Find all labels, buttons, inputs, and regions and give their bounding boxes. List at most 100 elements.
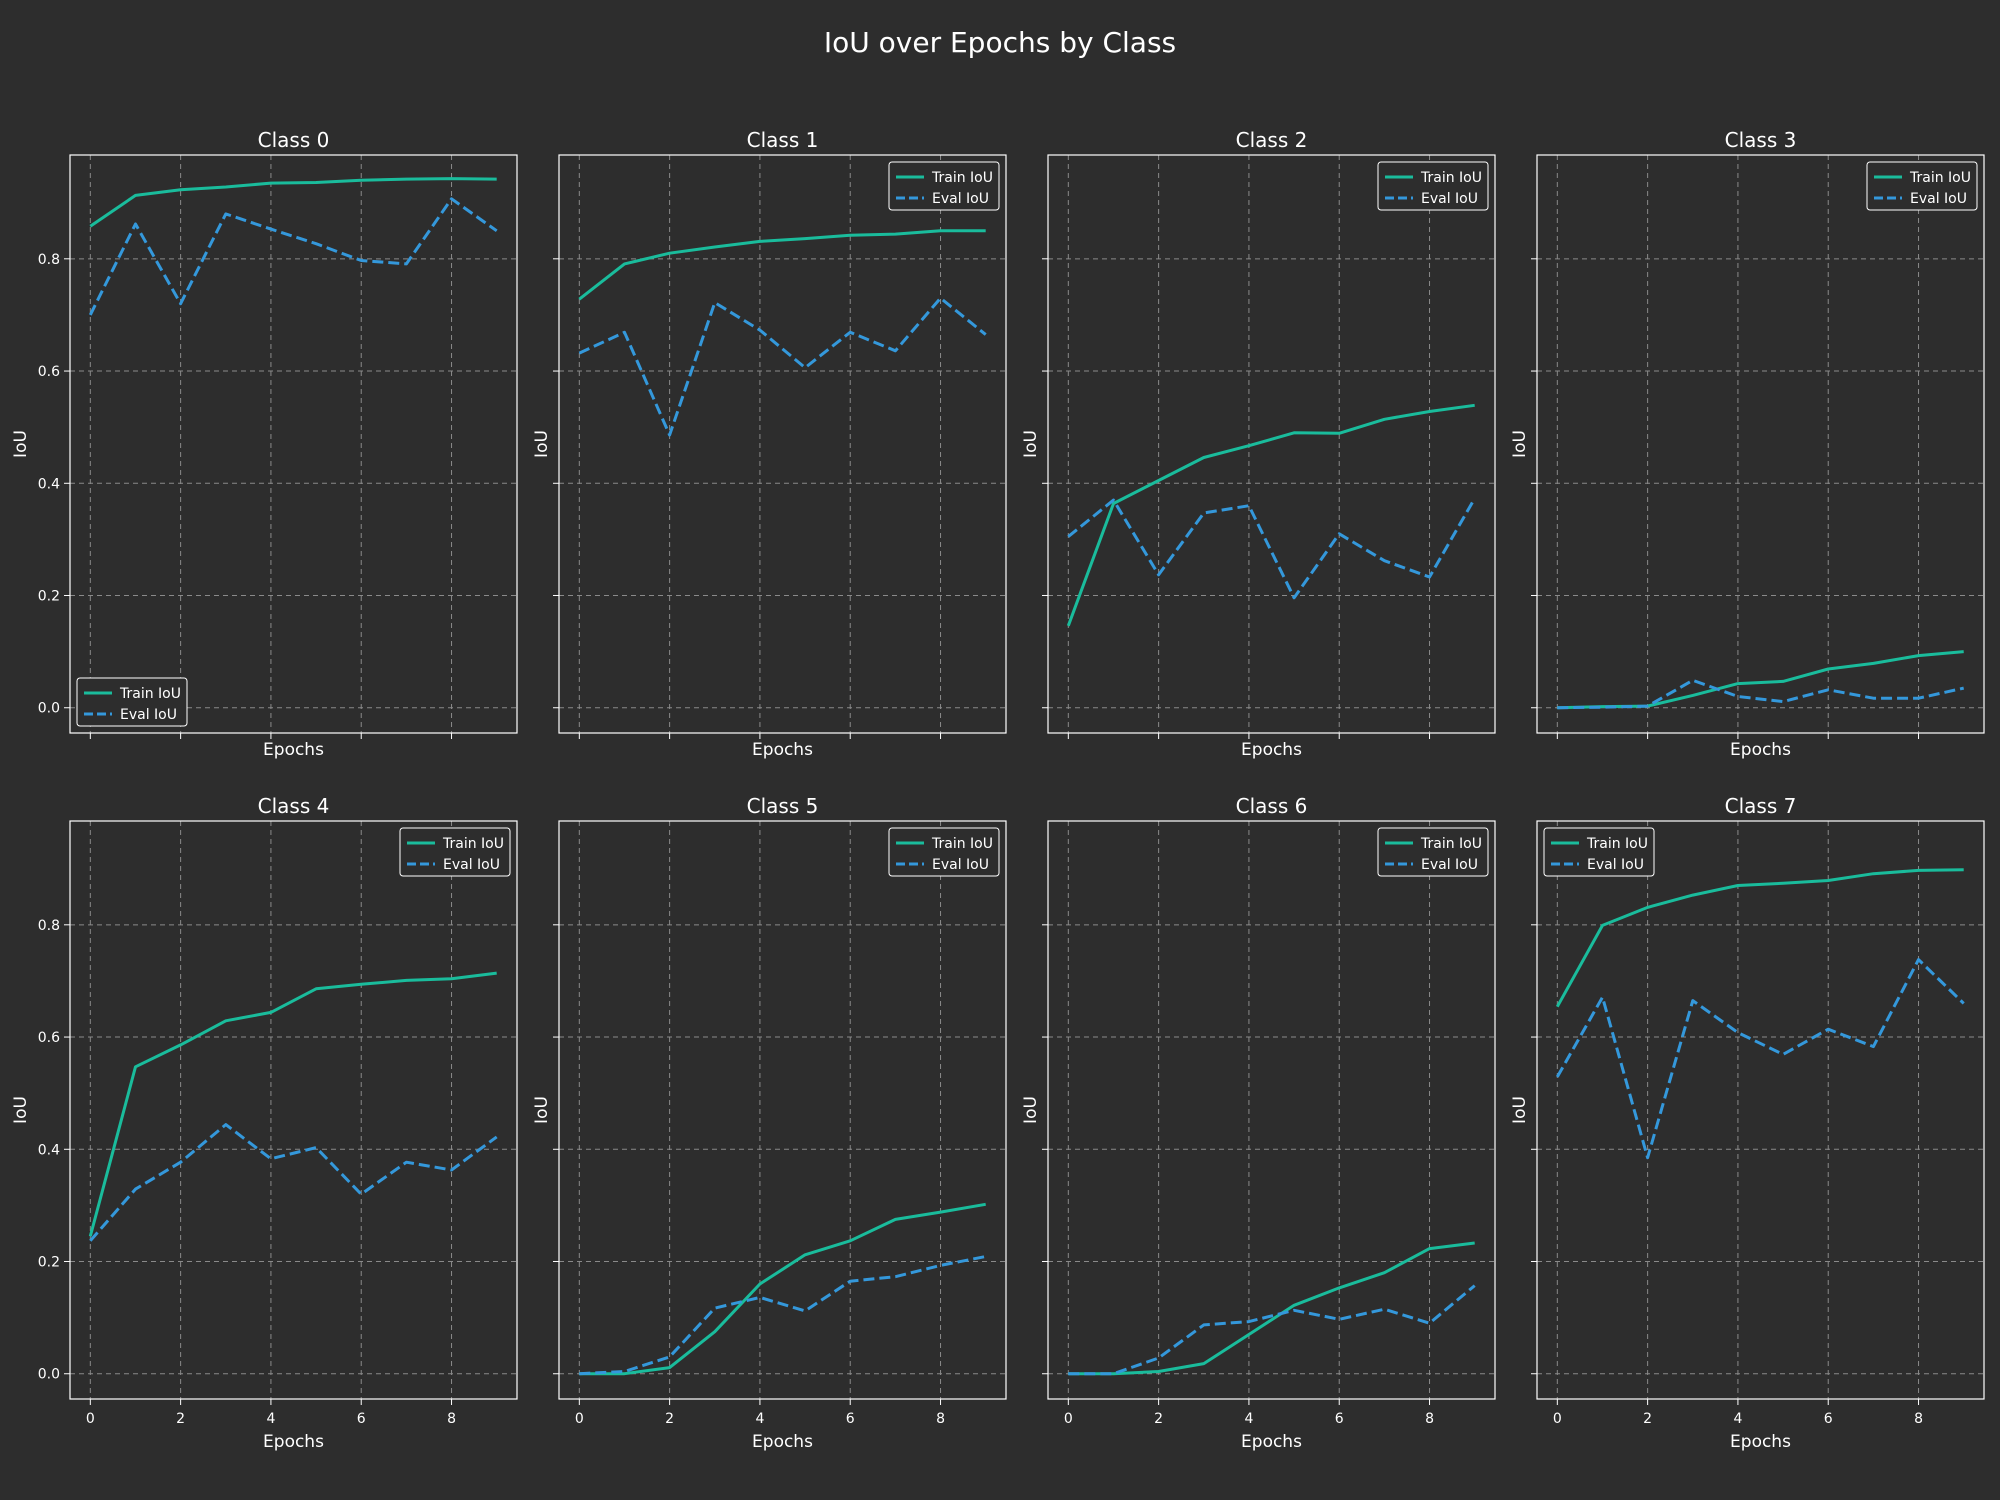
x-tick-label: 2 <box>1643 1411 1652 1427</box>
legend-eval-label: Eval IoU <box>443 857 500 873</box>
y-axis-label: IoU <box>1510 1096 1530 1124</box>
legend: Train IoU Eval IoU <box>1543 827 1655 877</box>
x-tick-label: 6 <box>357 1411 366 1427</box>
axes-frame <box>69 154 518 734</box>
x-tick-label: 0 <box>575 1411 584 1427</box>
x-axis-label: Epochs <box>1241 740 1302 760</box>
subplot-title: Class 4 <box>258 794 330 818</box>
train-iou-line <box>1066 403 1475 627</box>
eval-iou-line <box>1067 497 1477 600</box>
train-iou-line <box>1555 868 1964 1008</box>
legend: Train IoU Eval IoU <box>76 677 188 727</box>
y-tick-label: 0.4 <box>38 1142 60 1158</box>
eval-iou-line <box>1557 678 1965 710</box>
legend: Train IoU Eval IoU <box>888 827 1000 877</box>
x-tick-label: 8 <box>1914 1411 1923 1427</box>
legend-eval-label: Eval IoU <box>1910 191 1967 207</box>
legend-train-label: Train IoU <box>1586 836 1648 852</box>
subplot-class-5: 0 2 4 6 8 Class 5 Epochs IoU Train IoU Eval IoU <box>532 794 1007 1452</box>
x-axis-label: Epochs <box>1730 740 1791 760</box>
legend-eval-label: Eval IoU <box>120 707 177 723</box>
legend: Train IoU Eval IoU <box>1866 161 1978 211</box>
axes-frame <box>558 154 1007 734</box>
eval-iou-line <box>579 1255 986 1376</box>
y-axis-label: IoU <box>11 1096 31 1124</box>
y-axis-label: IoU <box>11 430 31 458</box>
subplot-title: Class 5 <box>747 794 819 818</box>
legend: Train IoU Eval IoU <box>1377 827 1489 877</box>
legend-eval-label: Eval IoU <box>1421 191 1478 207</box>
x-tick-label: 8 <box>936 1411 945 1427</box>
x-axis-label: Epochs <box>263 740 324 760</box>
y-axis-label: IoU <box>532 1096 552 1124</box>
subplot-class-6: 0 2 4 6 8 Class 6 Epochs IoU Train IoU Eval IoU <box>1021 794 1496 1452</box>
legend-train-label: Train IoU <box>1420 170 1482 186</box>
axes-frame <box>1536 820 1985 1400</box>
axes-frame <box>69 820 518 1400</box>
x-axis-label: Epochs <box>752 1432 813 1452</box>
legend-train-label: Train IoU <box>931 170 993 186</box>
subplot-grid: 0.0 0.2 0.4 0.6 0.8 Class 0 Epochs IoU Train IoU… <box>11 128 1985 1452</box>
subplot-class-2: Class 2 Epochs IoU Train IoU Eval IoU <box>1021 128 1496 760</box>
x-tick-label: 2 <box>665 1411 674 1427</box>
y-axis-label: IoU <box>1021 1096 1041 1124</box>
x-tick-label: 4 <box>1244 1411 1253 1427</box>
legend-train-label: Train IoU <box>442 836 504 852</box>
axes-frame <box>1047 820 1496 1400</box>
train-iou-line <box>578 229 986 301</box>
train-iou-line <box>88 971 497 1237</box>
x-axis-label: Epochs <box>1730 1432 1791 1452</box>
legend: Train IoU Eval IoU <box>888 161 1000 211</box>
x-tick-label: 6 <box>846 1411 855 1427</box>
legend: Train IoU Eval IoU <box>1377 161 1489 211</box>
legend: Train IoU Eval IoU <box>399 827 511 877</box>
subplot-class-7: 0 2 4 6 8 Class 7 Epochs IoU Train IoU Eval IoU <box>1510 794 1985 1452</box>
y-axis-label: IoU <box>1510 430 1530 458</box>
legend-eval-label: Eval IoU <box>1421 857 1478 873</box>
figure-title: IoU over Epochs by Class <box>824 26 1176 59</box>
subplot-title: Class 7 <box>1725 794 1797 818</box>
subplot-title: Class 3 <box>1725 128 1797 152</box>
y-tick-label: 0.0 <box>38 1367 60 1383</box>
eval-iou-line <box>1068 1284 1476 1376</box>
eval-iou-line <box>578 296 987 437</box>
subplot-class-1: Class 1 Epochs IoU Train IoU Eval IoU <box>532 128 1007 760</box>
y-axis-label: IoU <box>1021 430 1041 458</box>
legend-train-label: Train IoU <box>931 836 993 852</box>
x-tick-label: 4 <box>266 1411 275 1427</box>
subplot-class-3: Class 3 Epochs IoU Train IoU Eval IoU <box>1510 128 1985 760</box>
axes-frame <box>1047 154 1496 734</box>
subplot-class-0: 0.0 0.2 0.4 0.6 0.8 Class 0 Epochs IoU Train IoU… <box>11 128 518 760</box>
eval-iou-line <box>89 1123 498 1242</box>
y-tick-label: 0.4 <box>38 476 60 492</box>
subplot-class-4: 0 2 4 6 8 0.0 0.2 0.4 0.6 0.8 Class 4 Epochs IoU Trai… <box>11 794 518 1452</box>
x-tick-label: 0 <box>1064 1411 1073 1427</box>
y-tick-label: 0.8 <box>38 918 60 934</box>
legend-eval-label: Eval IoU <box>1587 857 1644 873</box>
x-tick-label: 4 <box>755 1411 764 1427</box>
x-tick-label: 0 <box>86 1411 95 1427</box>
legend-eval-label: Eval IoU <box>932 191 989 207</box>
train-iou-line <box>1068 1241 1475 1376</box>
x-axis-label: Epochs <box>752 740 813 760</box>
subplot-title: Class 6 <box>1236 794 1308 818</box>
train-iou-line <box>89 177 497 228</box>
x-tick-label: 2 <box>1154 1411 1163 1427</box>
legend-train-label: Train IoU <box>119 686 181 702</box>
x-tick-label: 2 <box>176 1411 185 1427</box>
x-tick-label: 8 <box>447 1411 456 1427</box>
legend-eval-label: Eval IoU <box>932 857 989 873</box>
x-tick-label: 0 <box>1553 1411 1562 1427</box>
y-tick-label: 0.8 <box>38 252 60 268</box>
x-tick-label: 8 <box>1425 1411 1434 1427</box>
y-tick-label: 0.0 <box>38 701 60 717</box>
y-tick-label: 0.6 <box>38 1030 60 1046</box>
x-tick-label: 6 <box>1824 1411 1833 1427</box>
axes-frame <box>558 820 1007 1400</box>
legend-train-label: Train IoU <box>1909 170 1971 186</box>
y-axis-label: IoU <box>532 430 552 458</box>
x-tick-label: 4 <box>1733 1411 1742 1427</box>
x-tick-label: 6 <box>1335 1411 1344 1427</box>
eval-iou-line <box>1555 958 1965 1160</box>
